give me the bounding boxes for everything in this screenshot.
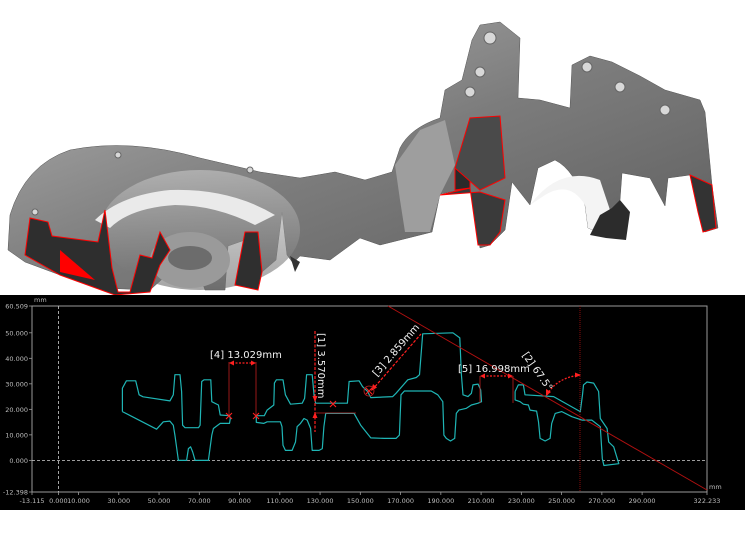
x-tick-label: 322.233 <box>694 497 721 505</box>
measurement-5[interactable]: [5] 16.998mm <box>458 364 530 403</box>
measurement-4[interactable]: [4] 13.029mm <box>210 350 282 420</box>
angle-reference-line <box>387 305 708 491</box>
x-tick-label: 110.000 <box>266 497 293 505</box>
x-tick-label: 270.000 <box>588 497 615 505</box>
y-tick-label: 50.000 <box>5 329 28 337</box>
point-circle <box>363 385 375 397</box>
x-tick-label: 70.000 <box>188 497 211 505</box>
measurement-1[interactable]: [1] 3.570mm <box>312 331 357 432</box>
x-axis-unit: mm <box>709 483 722 491</box>
arrowhead-icon <box>312 396 318 418</box>
measurement-label: [3] 2.859mm <box>371 322 422 379</box>
x-tick-label: 290.000 <box>629 497 656 505</box>
plot-frame <box>31 305 708 493</box>
arrowhead-icon <box>371 384 377 391</box>
y-tick-label: 60.509 <box>5 303 28 311</box>
x-tick-label: 210.000 <box>468 497 495 505</box>
x-tick-label: 230.000 <box>508 497 535 505</box>
x-tick-label: 190.000 <box>427 497 454 505</box>
y-tick-label: 30.000 <box>5 380 28 388</box>
measurement-label: [5] 16.998mm <box>458 364 530 375</box>
chart-svg: mm mm -13.115 0.000 10.000 30.000 50.000 70.0… <box>3 296 722 505</box>
casting-image <box>7 21 719 296</box>
measurement-label: [1] 3.570mm <box>315 333 326 398</box>
point-marker-icon <box>365 387 373 395</box>
y-tick-label: 0.000 <box>9 457 28 465</box>
y-tick-label: 20.000 <box>5 406 28 414</box>
dimension-line <box>371 333 422 391</box>
measurement-3[interactable]: [3] 2.859mm <box>363 322 422 397</box>
arrowhead-icon <box>546 372 581 396</box>
point-marker-icon <box>329 400 337 408</box>
section-profile-contour-2 <box>255 332 483 451</box>
x-tick-label: 90.000 <box>228 497 251 505</box>
x-tick-label: 10.000 <box>67 497 90 505</box>
y-axis-unit: mm <box>34 296 47 304</box>
y-tick-label: 10.000 <box>5 431 28 439</box>
x-tick-label: 130.000 <box>307 497 334 505</box>
casting-body <box>7 21 719 291</box>
section-profile-chart: mm mm -13.115 0.000 10.000 30.000 50.000 70.0… <box>0 295 745 510</box>
section-cut-face <box>24 115 717 296</box>
section-profile-contour-3 <box>514 381 620 467</box>
plot-border <box>31 305 708 493</box>
casting-3d-render <box>7 21 719 296</box>
casting-opening <box>95 189 275 228</box>
y-tick-label: 40.000 <box>5 355 28 363</box>
x-tick-label: 250.000 <box>548 497 575 505</box>
x-tick-label: 150.000 <box>347 497 374 505</box>
x-tick-label: 50.000 <box>148 497 171 505</box>
x-tick-label: 0.000 <box>49 497 68 505</box>
x-tick-label: -13.115 <box>19 497 44 505</box>
x-tick-label: 170.000 <box>387 497 414 505</box>
section-profile-contour-1 <box>121 374 231 461</box>
x-tick-label: 30.000 <box>107 497 130 505</box>
y-tick-label: -12.398 <box>3 489 28 497</box>
measurement-label: [4] 13.029mm <box>210 350 282 361</box>
point-marker-icon <box>225 412 260 420</box>
